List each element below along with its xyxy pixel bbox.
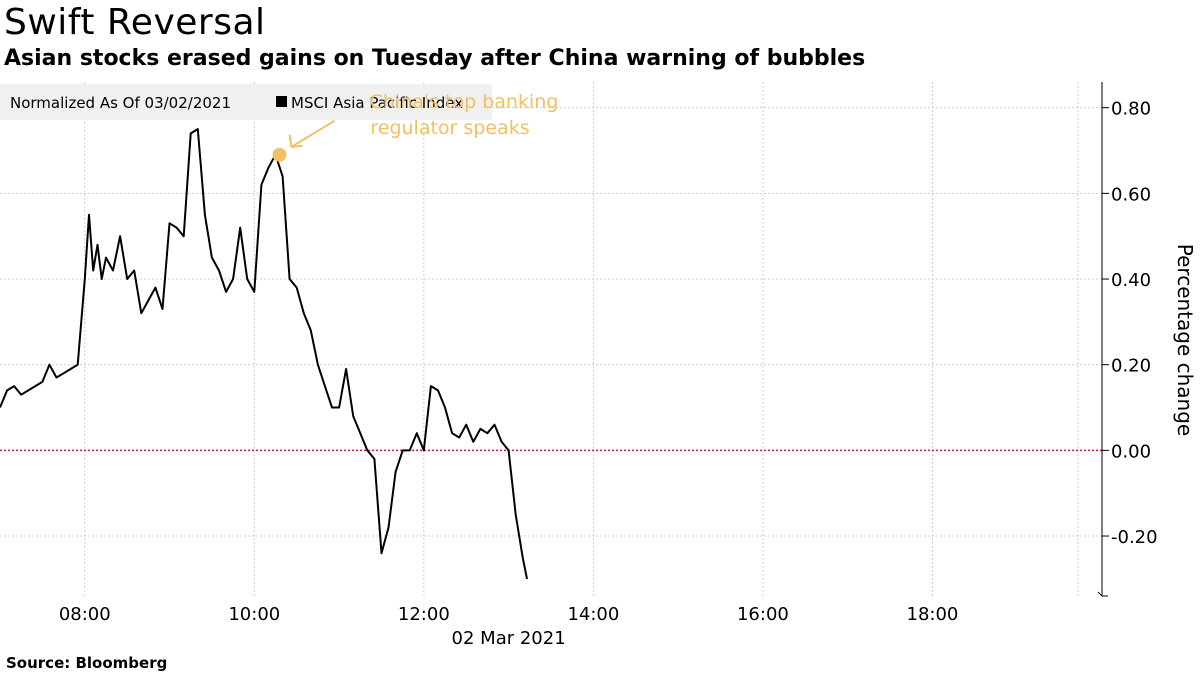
annotation: China's top banking regulator speaks: [272, 91, 559, 162]
chart-subtitle: Asian stocks erased gains on Tuesday aft…: [4, 46, 866, 71]
y-tick-label: 0.80: [1111, 99, 1151, 120]
grid-lines: [0, 82, 1102, 596]
annotation-text-line1: China's top banking: [370, 91, 559, 113]
annotation-text-line2: regulator speaks: [370, 117, 529, 139]
y-axis: 0.80 0.60 0.40 0.20 0.00 -0.20: [1097, 82, 1158, 597]
y-tick-label: 0.60: [1111, 184, 1151, 205]
annotation-arrowhead: [288, 134, 303, 148]
y-axis-end-mark: [1097, 591, 1108, 597]
x-tick-label: 10:00: [228, 604, 280, 625]
series-group: [0, 128, 528, 580]
legend: Normalized As Of 03/02/2021 MSCI Asia Pa…: [0, 84, 492, 120]
x-axis-date-label: 02 Mar 2021: [452, 628, 566, 649]
y-tick-label: 0.40: [1111, 270, 1151, 291]
legend-background: [0, 84, 492, 120]
legend-entry-msci: MSCI Asia Pacific Index: [291, 94, 463, 112]
y-tick-label: -0.20: [1111, 527, 1158, 548]
chart-title: Swift Reversal: [4, 2, 266, 43]
legend-swatch-msci: [276, 96, 287, 107]
y-tick-label: 0.20: [1111, 356, 1151, 377]
legend-note: Normalized As Of 03/02/2021: [10, 94, 231, 112]
x-tick-label: 08:00: [59, 604, 111, 625]
series-line-msci-asia-pacific: [0, 128, 528, 580]
y-tick-label: 0.00: [1111, 441, 1151, 462]
x-tick-label: 12:00: [398, 604, 450, 625]
x-axis: 08:00 10:00 12:00 14:00 16:00 18:00: [59, 604, 959, 625]
x-tick-label: 14:00: [567, 604, 619, 625]
y-axis-title: Percentage change: [1173, 244, 1197, 436]
annotation-marker: [272, 147, 287, 162]
source-note: Source: Bloomberg: [6, 654, 168, 672]
x-tick-label: 18:00: [907, 604, 959, 625]
x-tick-label: 16:00: [737, 604, 789, 625]
annotation-arrow: [290, 119, 336, 148]
